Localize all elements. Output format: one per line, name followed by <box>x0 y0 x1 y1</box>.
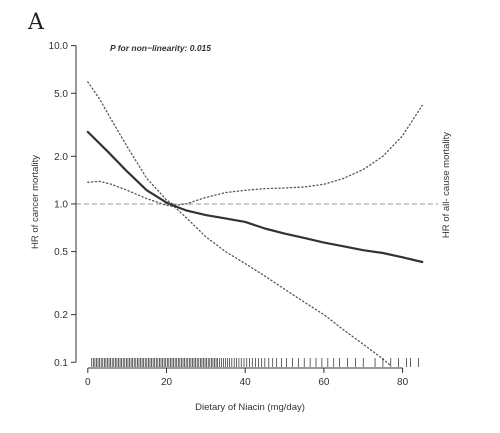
x-tick-label: 40 <box>240 377 252 388</box>
confidence-band-group <box>87 81 423 367</box>
x-tick-label: 0 <box>85 377 91 388</box>
hr-estimate-line <box>86 130 424 264</box>
y-tick-label: 10.0 <box>49 41 69 52</box>
x-axis-title: Dietary of Niacin (mg/day) <box>195 402 305 413</box>
y-axis-title-left: HR of cancer mortality <box>30 155 41 249</box>
y-tick-label: 5.0 <box>54 89 68 100</box>
y-tick-label: 2.0 <box>54 152 68 163</box>
panel-letter: A <box>27 10 45 35</box>
upper-ci-line <box>87 81 423 206</box>
y-tick-label: 0.5 <box>54 247 68 258</box>
lower-ci-line <box>87 180 392 367</box>
y-axis-title-right: HR of all- cause mortality <box>441 132 452 238</box>
axes: 0.1 0.2 0.5 1.0 2.0 5.0 10.0 0 20 40 60 80 <box>49 41 409 388</box>
estimate-line-group <box>86 130 424 264</box>
y-tick-label: 0.2 <box>54 310 68 321</box>
x-tick-label: 60 <box>318 377 330 388</box>
p-value-annotation: P for non−linearity: 0.015 <box>110 43 211 53</box>
x-tick-label: 80 <box>397 377 409 388</box>
rug-plot <box>91 358 419 367</box>
y-tick-label: 0.1 <box>54 358 68 369</box>
y-tick-label: 1.0 <box>54 199 68 210</box>
x-tick-label: 20 <box>161 377 173 388</box>
